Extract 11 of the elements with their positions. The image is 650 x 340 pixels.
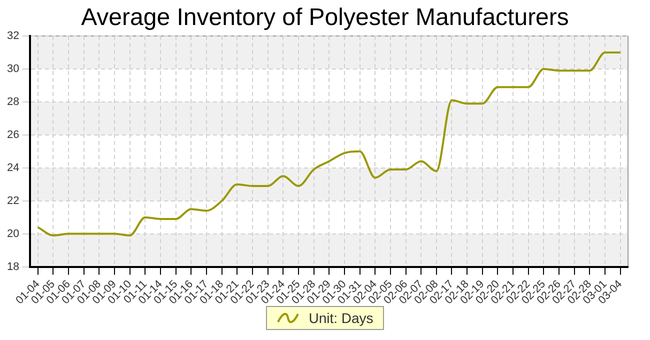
y-tick-label: 22 <box>6 194 20 207</box>
legend-label: Unit: Days <box>308 310 374 326</box>
chart-title: Average Inventory of Polyester Manufacturers <box>80 4 570 32</box>
y-tick-label: 28 <box>6 96 20 108</box>
y-tick-label: 20 <box>6 228 20 240</box>
y-tick-label: 26 <box>6 128 20 141</box>
y-tick-label: 30 <box>6 63 20 75</box>
y-tick-label: 32 <box>6 30 20 42</box>
y-tick-label: 18 <box>6 260 20 273</box>
line-series <box>36 51 622 236</box>
y-tick-label: 24 <box>6 162 20 174</box>
